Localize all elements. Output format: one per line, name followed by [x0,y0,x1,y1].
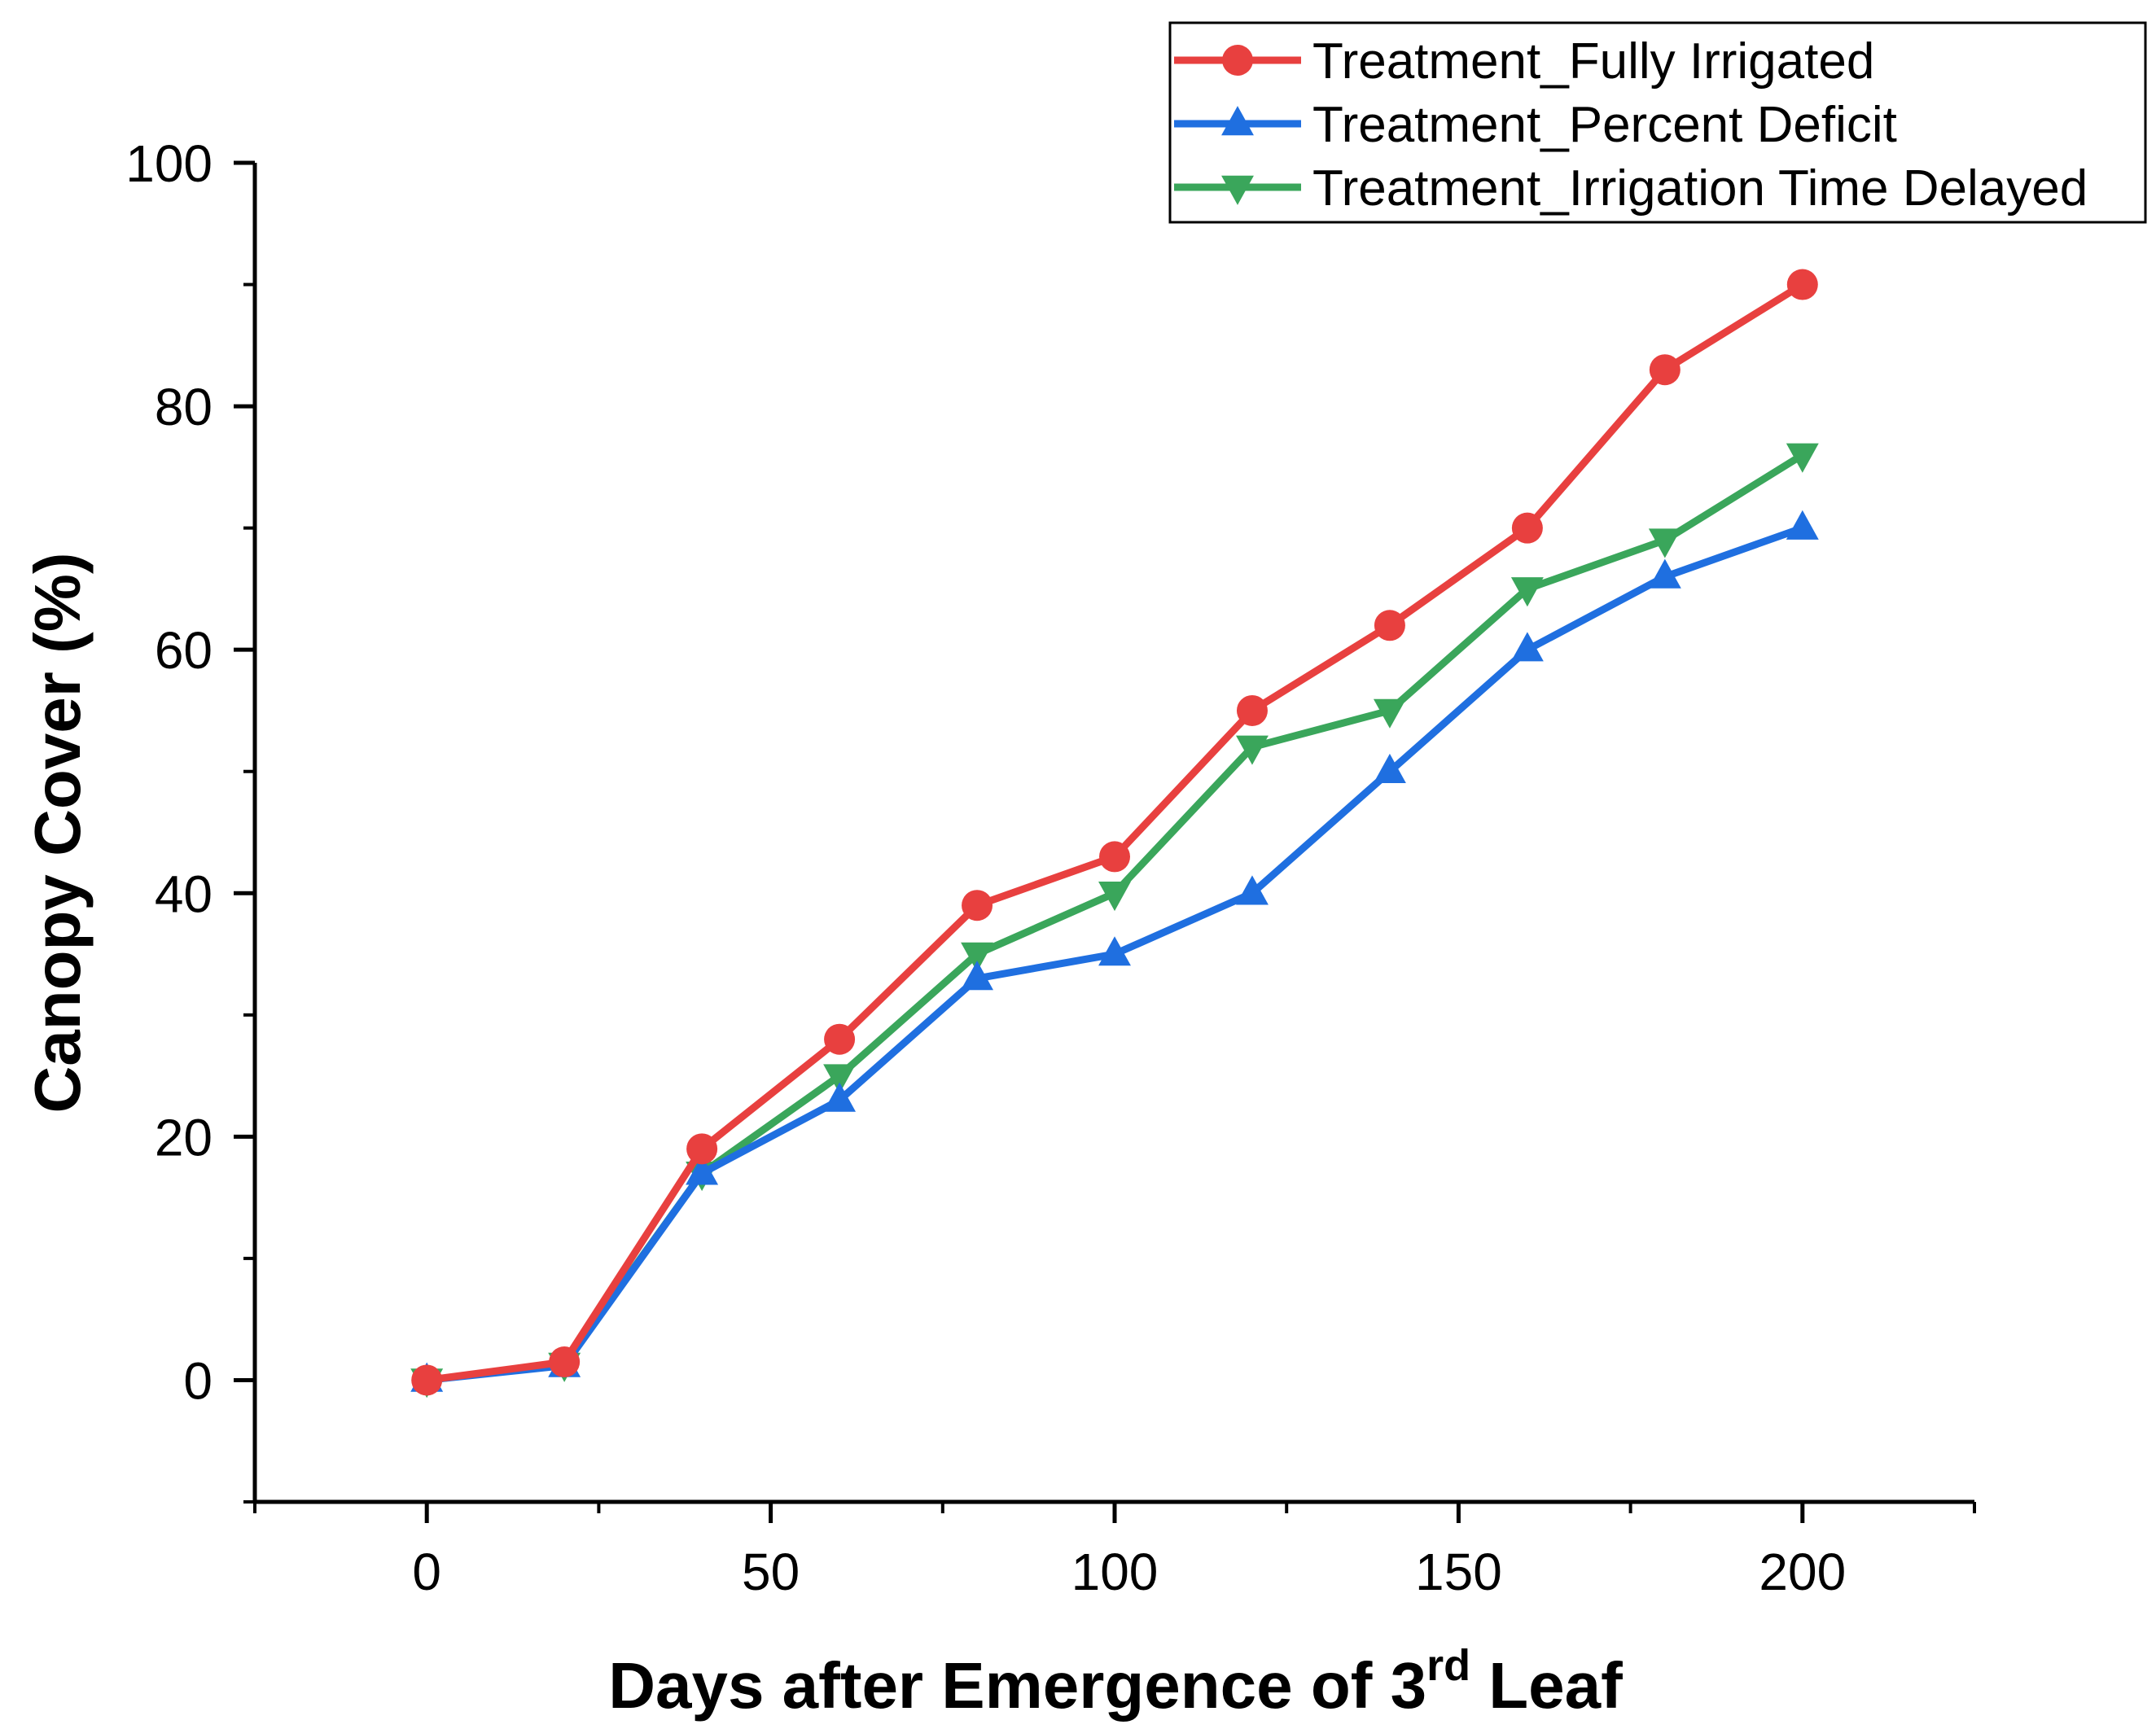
legend-items: Treatment_Fully Irrigated Treatment_Perce… [1174,33,2088,217]
x-axis-title: Days after Emergence of 3rd Leaf [608,1641,1623,1722]
x-tick-label: 200 [1759,1543,1846,1601]
y-tick-label: 60 [155,621,213,680]
y-tick-label: 80 [155,378,213,436]
data-point-treatment-fully-irrigated [686,1133,718,1165]
data-point-treatment-fully-irrigated [962,890,993,921]
data-point-treatment-irrigation-time-delayed [1648,528,1681,558]
series-treatment-fully-irrigated [411,269,1818,1396]
series-layer [410,269,1819,1399]
ticks: 0 20 40 60 80 100 0 50 100 150 200 [125,134,1976,1601]
axes [252,163,1974,1504]
data-point-treatment-percent-deficit [961,961,993,991]
data-point-treatment-irrigation-time-delayed [1236,735,1269,765]
legend: Treatment_Fully Irrigated Treatment_Perce… [1168,21,2147,224]
data-point-treatment-percent-deficit [686,1155,719,1185]
x-tick-label: 50 [742,1543,800,1601]
x-axis-title-main: Days after Emergence of 3 [608,1649,1426,1722]
x-tick-label: 100 [1071,1543,1159,1601]
data-point-treatment-percent-deficit [1786,510,1819,540]
legend-label-treatment-fully-irrigated: Treatment_Fully Irrigated [1312,33,1874,90]
x-axis-title-superscript: rd [1426,1641,1470,1690]
y-tick-label: 100 [125,134,213,193]
series-line-treatment-irrigation-time-delayed [423,451,1807,1384]
data-point-treatment-fully-irrigated [1099,841,1130,873]
data-point-treatment-percent-deficit [1510,632,1544,662]
legend-label-treatment-irrigation-time-delayed: Treatment_Irrigation Time Delayed [1312,160,2088,217]
data-point-treatment-irrigation-time-delayed [1098,882,1131,912]
legend-marker-treatment-fully-irrigated [1222,45,1253,76]
data-point-treatment-fully-irrigated [549,1346,581,1378]
x-tick-label: 150 [1415,1543,1502,1601]
y-tick-label: 0 [183,1351,213,1410]
series-treatment-percent-deficit [410,510,1819,1392]
y-axis-title: Canopy Cover (%) [21,553,94,1114]
data-point-treatment-irrigation-time-delayed [1510,577,1544,607]
data-point-treatment-fully-irrigated [1374,610,1405,641]
data-point-treatment-fully-irrigated [1236,694,1268,726]
y-tick-label: 40 [155,864,213,923]
data-point-treatment-irrigation-time-delayed [1786,443,1819,473]
x-tick-label: 0 [412,1543,441,1601]
data-point-treatment-percent-deficit [1098,936,1131,966]
y-tick-label: 20 [155,1108,213,1167]
data-point-treatment-irrigation-time-delayed [961,942,993,972]
legend-label-treatment-percent-deficit: Treatment_Percent Deficit [1312,97,1897,153]
legend-marker-treatment-percent-deficit [1221,106,1254,136]
data-point-treatment-fully-irrigated [411,1364,443,1396]
data-point-treatment-fully-irrigated [824,1023,856,1055]
data-point-treatment-irrigation-time-delayed [1373,698,1406,729]
data-point-treatment-percent-deficit [1236,875,1269,905]
data-point-treatment-percent-deficit [1648,558,1681,589]
data-point-treatment-percent-deficit [1373,753,1406,783]
legend-box [1168,21,2147,224]
data-point-treatment-fully-irrigated [1786,269,1818,300]
data-point-treatment-fully-irrigated [1511,512,1543,544]
data-point-treatment-percent-deficit [823,1082,857,1112]
legend-marker-treatment-irrigation-time-delayed [1221,175,1254,205]
data-point-treatment-fully-irrigated [1649,354,1681,386]
data-point-treatment-irrigation-time-delayed [823,1064,857,1094]
x-axis-title-tail: Leaf [1470,1649,1623,1722]
series-line-treatment-fully-irrigated [423,281,1807,1384]
series-treatment-irrigation-time-delayed [410,443,1819,1399]
